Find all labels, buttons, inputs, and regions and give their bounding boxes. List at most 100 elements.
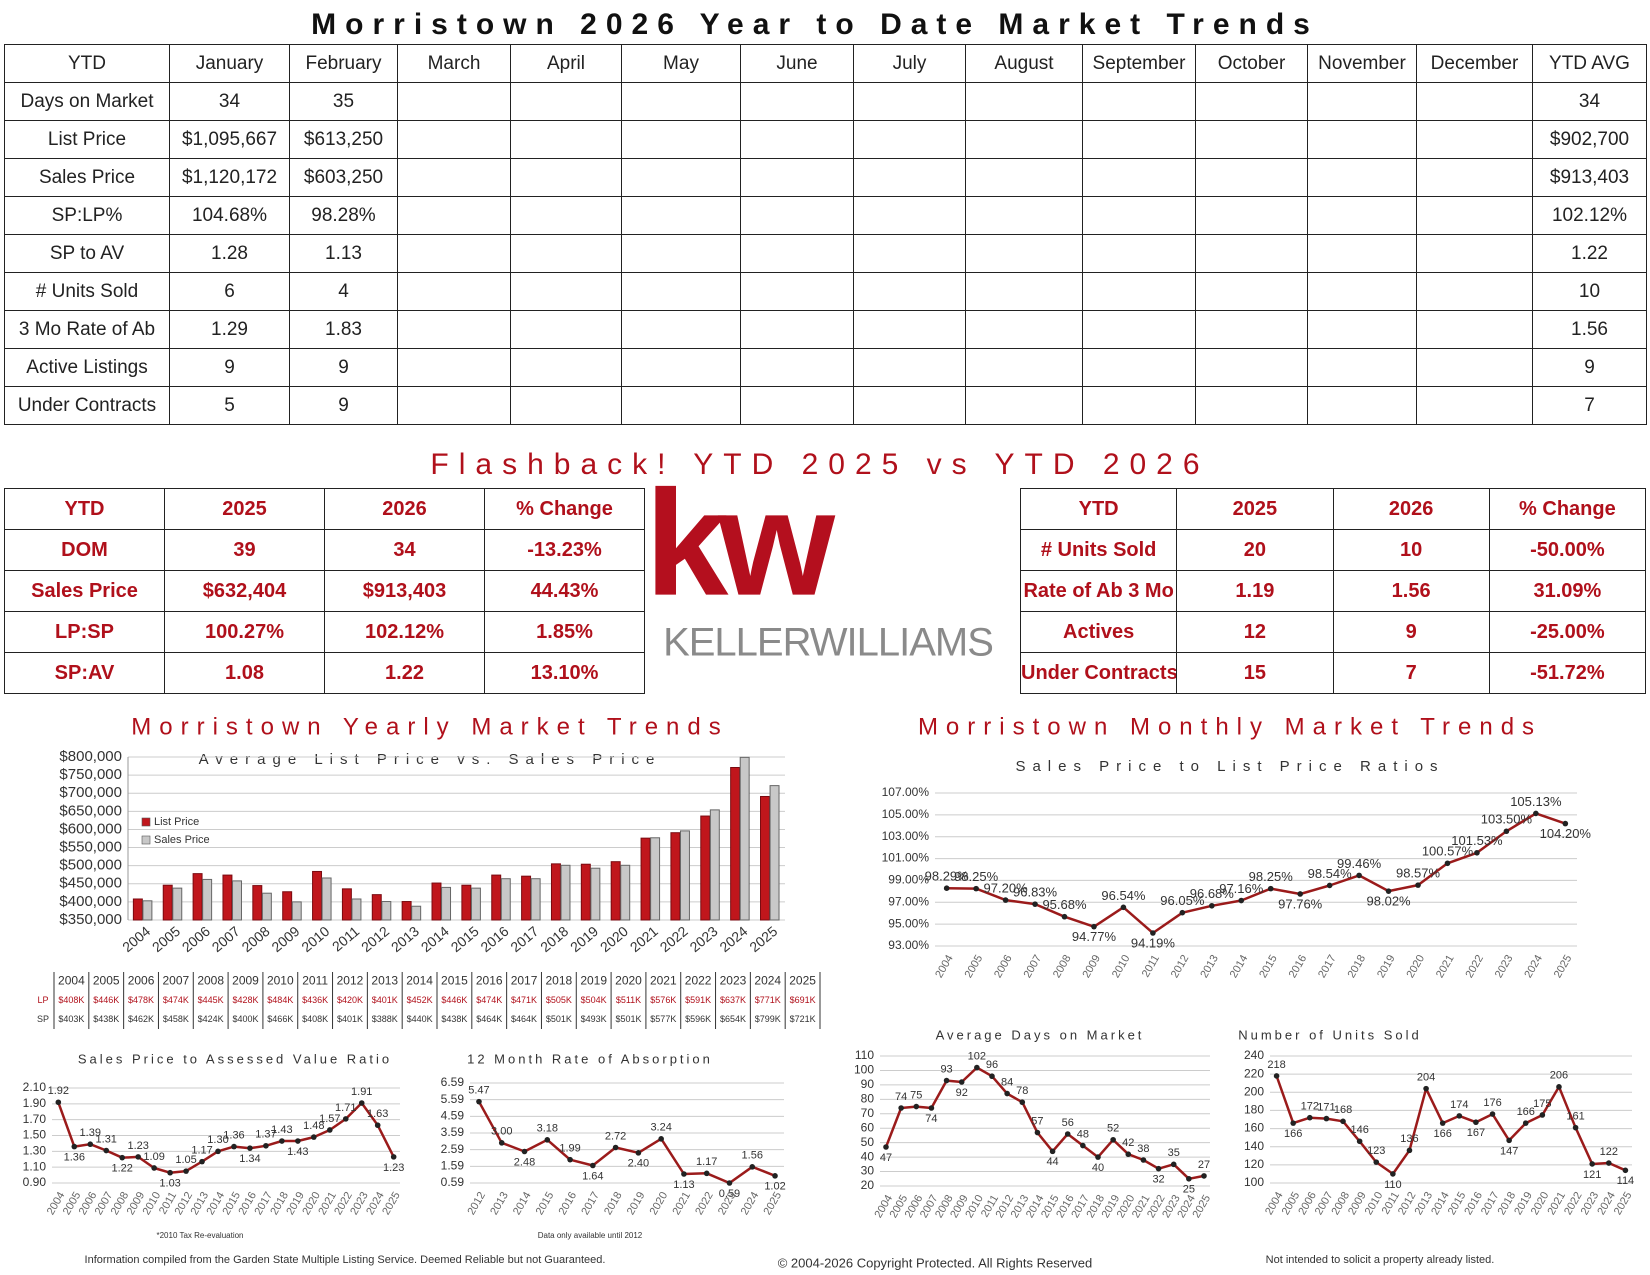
data-point xyxy=(1209,902,1215,909)
table-cell: $1,120,172 xyxy=(169,158,290,197)
data-label: 44 xyxy=(1046,1156,1058,1168)
bar xyxy=(232,880,242,921)
data-point xyxy=(1273,1073,1280,1079)
y-tick-label: $600,000 xyxy=(59,820,122,837)
data-label: 1.71 xyxy=(335,1102,356,1114)
bar xyxy=(679,830,690,921)
x-tick-label: 2024 xyxy=(716,923,750,955)
data-point xyxy=(1622,1167,1629,1174)
table-value: $446K xyxy=(441,995,467,1005)
table-cell: 6 xyxy=(169,272,290,311)
table-row: DOM 39 34 -13.23% xyxy=(4,529,645,571)
x-tick-label: 2009 xyxy=(1080,953,1103,980)
table-cell: $632,404 xyxy=(164,570,325,612)
table-cell xyxy=(1416,310,1533,349)
table-year: 2006 xyxy=(128,974,155,988)
data-point xyxy=(1150,930,1156,936)
data-label: 27 xyxy=(1198,1159,1210,1171)
data-point xyxy=(279,1138,285,1144)
header-cell: February xyxy=(289,44,398,83)
y-tick-label: 101.00% xyxy=(882,851,930,865)
table-cell xyxy=(510,120,622,159)
data-label: 94.77% xyxy=(1072,929,1117,944)
table-year: 2022 xyxy=(685,974,712,988)
x-tick-label: 2010 xyxy=(1110,953,1133,980)
table-cell xyxy=(965,310,1083,349)
x-tick-label: 2022 xyxy=(657,923,691,955)
x-tick-label: 2011 xyxy=(329,923,363,955)
x-tick-label: 2014 xyxy=(418,923,452,955)
bar xyxy=(341,888,352,921)
row-label: Active Listings xyxy=(4,348,170,387)
table-cell xyxy=(397,158,511,197)
table-value: $493K xyxy=(581,1014,607,1024)
table-cell xyxy=(1082,348,1196,387)
data-point xyxy=(1444,860,1451,867)
footer-right: Not intended to solicit a property alrea… xyxy=(1266,1254,1495,1266)
y-tick-label: 20 xyxy=(861,1178,875,1192)
chart: 12 Month Rate of Absorption Data only ava… xyxy=(441,1051,786,1240)
header-cell: % Change xyxy=(484,488,645,530)
chart: Sales Price to Assessed Value Ratio *2010… xyxy=(23,1051,405,1240)
data-label: 98.29% xyxy=(925,869,970,884)
data-label: 0.59 xyxy=(719,1188,740,1200)
data-point xyxy=(1406,1147,1413,1154)
row-label: LP:SP xyxy=(4,611,165,653)
chart: Morristown Yearly Market Trends Average L… xyxy=(37,713,821,1029)
header-cell: April xyxy=(510,44,622,83)
table-cell: 102.12% xyxy=(1532,196,1647,235)
data-label: 1.92 xyxy=(48,1085,69,1097)
data-point xyxy=(295,1138,301,1144)
chart-note: Data only available until 2012 xyxy=(538,1231,643,1240)
x-tick-label: 2010 xyxy=(298,923,332,955)
table-cell xyxy=(397,120,511,159)
table-cell xyxy=(853,386,966,425)
table-cell xyxy=(1307,386,1417,425)
data-point xyxy=(544,1137,551,1143)
x-tick-label: 2025 xyxy=(1612,1190,1635,1217)
header-cell: YTD xyxy=(4,488,165,530)
data-label: 1.02 xyxy=(764,1181,785,1193)
table-cell xyxy=(853,234,966,273)
table-value: $464K xyxy=(476,1014,502,1024)
data-label: 1.17 xyxy=(696,1156,717,1168)
data-point xyxy=(772,1173,778,1179)
table-value: $420K xyxy=(337,995,363,1005)
data-label: 1.36 xyxy=(64,1151,85,1163)
y-tick-label: 3.59 xyxy=(441,1125,465,1139)
table-cell: 4 xyxy=(289,272,398,311)
bar xyxy=(261,892,272,921)
logo-name: KELLERWILLIAMS xyxy=(663,621,993,665)
table-value: $408K xyxy=(58,995,84,1005)
data-point xyxy=(71,1143,78,1150)
table-cell xyxy=(740,272,854,311)
data-label: 1.31 xyxy=(96,1133,117,1145)
bar xyxy=(550,863,561,921)
table-cell xyxy=(397,196,511,235)
data-point xyxy=(1267,885,1274,892)
data-point xyxy=(1489,1111,1496,1117)
y-tick-label: 0.90 xyxy=(23,1175,47,1189)
data-label: 176 xyxy=(1483,1097,1501,1109)
table-cell: 34 xyxy=(324,529,485,571)
header-cell: December xyxy=(1416,44,1533,83)
data-point xyxy=(87,1141,94,1148)
table-cell: 20 xyxy=(1176,529,1334,571)
data-point xyxy=(703,1170,710,1177)
table-cell xyxy=(1416,196,1533,235)
table-cell: 104.68% xyxy=(169,196,290,235)
table-cell: 1.29 xyxy=(169,310,290,349)
data-label: 3.24 xyxy=(650,1122,671,1134)
chart-title: Morristown Yearly Market Trends xyxy=(131,713,728,740)
logo-mark: kw xyxy=(645,459,835,627)
table-cell xyxy=(1082,386,1196,425)
bar xyxy=(620,864,631,921)
data-point xyxy=(183,1168,189,1174)
data-point xyxy=(1091,923,1097,930)
data-label: 75 xyxy=(910,1089,922,1101)
table-value: $478K xyxy=(128,995,154,1005)
data-point xyxy=(1474,849,1480,856)
y-tick-label: 103.00% xyxy=(882,829,930,843)
bar xyxy=(351,898,362,921)
